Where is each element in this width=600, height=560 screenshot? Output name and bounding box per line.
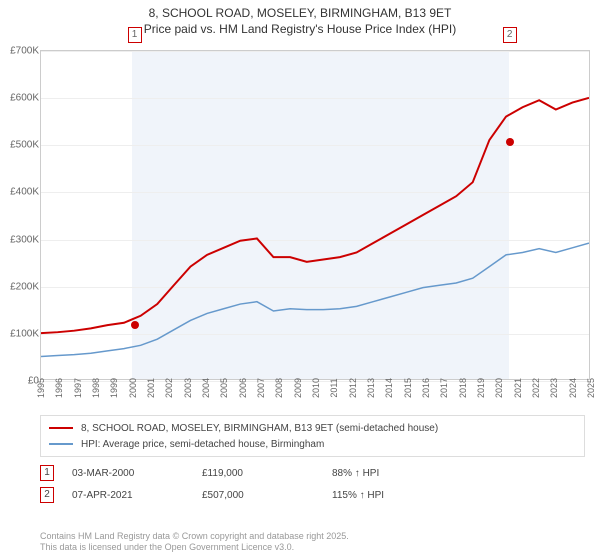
transaction-row: 2 07-APR-2021£507,000115% ↑ HPI	[40, 487, 585, 503]
y-tick-label: £400K	[0, 187, 39, 198]
x-tick-label: 1995	[36, 378, 46, 398]
x-tick-label: 2001	[146, 378, 156, 398]
transaction-delta: 115% ↑ HPI	[332, 490, 462, 501]
chart-marker: 1	[128, 27, 142, 43]
x-tick-label: 2011	[329, 378, 339, 397]
x-tick-label: 2020	[494, 378, 504, 398]
x-tick-label: 1999	[109, 378, 119, 398]
transaction-date: 03-MAR-2000	[72, 468, 202, 479]
x-tick-label: 2008	[274, 378, 284, 398]
x-tick-label: 2023	[549, 378, 559, 398]
legend-swatch-hpi	[49, 443, 73, 445]
y-tick-label: £600K	[0, 93, 39, 104]
x-tick-label: 2005	[219, 378, 229, 398]
x-tick-label: 2025	[586, 378, 596, 398]
y-tick-label: £200K	[0, 281, 39, 292]
y-tick-label: £500K	[0, 140, 39, 151]
x-tick-label: 2014	[384, 378, 394, 398]
y-tick-label: £100K	[0, 328, 39, 339]
y-tick-label: £300K	[0, 234, 39, 245]
legend-box: 8, SCHOOL ROAD, MOSELEY, BIRMINGHAM, B13…	[40, 415, 585, 457]
x-tick-label: 2024	[568, 378, 578, 398]
plot-area: £0£100K£200K£300K£400K£500K£600K£700K 19…	[40, 50, 590, 380]
x-tick-label: 2007	[256, 378, 266, 398]
x-tick-label: 2016	[421, 378, 431, 398]
chart-marker: 2	[503, 27, 517, 43]
x-tick-label: 1996	[54, 378, 64, 398]
copyright-line1: Contains HM Land Registry data © Crown c…	[40, 531, 349, 543]
chart-area: £0 £100K £200K £300K £400K £500K £600K £700K 19…	[0, 45, 600, 400]
transaction-rows: 1 03-MAR-2000£119,00088% ↑ HPI 2 07-APR-202…	[40, 465, 585, 503]
legend-row-hpi: HPI: Average price, semi-detached house,…	[49, 436, 576, 452]
legend-row-property: 8, SCHOOL ROAD, MOSELEY, BIRMINGHAM, B13…	[49, 420, 576, 436]
x-tick-label: 2022	[531, 378, 541, 398]
chart-lines	[41, 51, 589, 379]
y-tick-label: £700K	[0, 46, 39, 57]
legend-swatch-property	[49, 427, 73, 430]
x-tick-label: 2012	[348, 378, 358, 398]
chart-container: 8, SCHOOL ROAD, MOSELEY, BIRMINGHAM, B13…	[0, 0, 600, 560]
x-tick-label: 2003	[183, 378, 193, 398]
x-tick-label: 1998	[91, 378, 101, 398]
x-tick-label: 2010	[311, 378, 321, 398]
title-address: 8, SCHOOL ROAD, MOSELEY, BIRMINGHAM, B13…	[0, 6, 600, 22]
transaction-date: 07-APR-2021	[72, 490, 202, 501]
x-tick-label: 2000	[128, 378, 138, 398]
transaction-dot	[506, 138, 514, 146]
legend-label-hpi: HPI: Average price, semi-detached house,…	[81, 439, 324, 450]
x-tick-label: 2006	[238, 378, 248, 398]
transaction-marker: 1	[40, 465, 54, 481]
x-tick-label: 2019	[476, 378, 486, 398]
property-line	[41, 98, 589, 333]
y-tick-label: £0	[0, 376, 39, 387]
transaction-row: 1 03-MAR-2000£119,00088% ↑ HPI	[40, 465, 585, 481]
x-tick-label: 2002	[164, 378, 174, 398]
legend-label-property: 8, SCHOOL ROAD, MOSELEY, BIRMINGHAM, B13…	[81, 423, 438, 434]
transaction-price: £507,000	[202, 490, 332, 501]
x-tick-label: 2018	[458, 378, 468, 398]
legend-area: 8, SCHOOL ROAD, MOSELEY, BIRMINGHAM, B13…	[40, 415, 585, 509]
transaction-dot	[131, 321, 139, 329]
x-tick-label: 2021	[513, 378, 523, 398]
x-tick-label: 2009	[293, 378, 303, 398]
x-tick-label: 2015	[403, 378, 413, 398]
transaction-marker: 2	[40, 487, 54, 503]
copyright-block: Contains HM Land Registry data © Crown c…	[40, 531, 349, 554]
x-tick-label: 2017	[439, 378, 449, 398]
x-tick-label: 2004	[201, 378, 211, 398]
transaction-delta: 88% ↑ HPI	[332, 468, 462, 479]
copyright-line2: This data is licensed under the Open Gov…	[40, 542, 349, 554]
x-tick-label: 2013	[366, 378, 376, 398]
x-tick-label: 1997	[73, 378, 83, 398]
transaction-price: £119,000	[202, 468, 332, 479]
